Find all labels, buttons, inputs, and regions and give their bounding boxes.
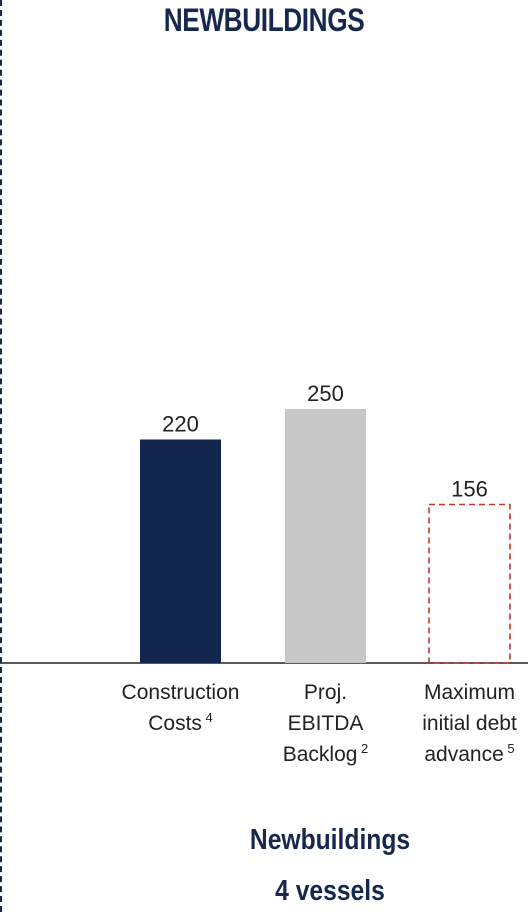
bar-0: [140, 439, 221, 663]
category-label-1: Proj. EBITDA Backlog 2: [283, 681, 369, 766]
footnote-marker-0: 4: [202, 710, 213, 725]
bar-value-label-1: 250: [307, 381, 344, 406]
page-title: NEWBUILDINGS: [163, 2, 365, 38]
bar-1: [285, 409, 366, 663]
bar-2: [428, 503, 511, 664]
left-dashed-border: [0, 0, 2, 912]
bar-value-label-2: 156: [451, 477, 488, 502]
footer-sublabel: 4 vessels: [275, 875, 385, 907]
category-label-2: Maximum initial debt advance 5: [422, 681, 517, 766]
bar-value-label-0: 220: [162, 411, 199, 436]
footnote-marker-2: 5: [504, 741, 515, 756]
category-label-0: Construction Costs 4: [122, 681, 240, 735]
footer-label: Newbuildings: [249, 824, 411, 856]
footnote-marker-1: 2: [357, 741, 368, 756]
